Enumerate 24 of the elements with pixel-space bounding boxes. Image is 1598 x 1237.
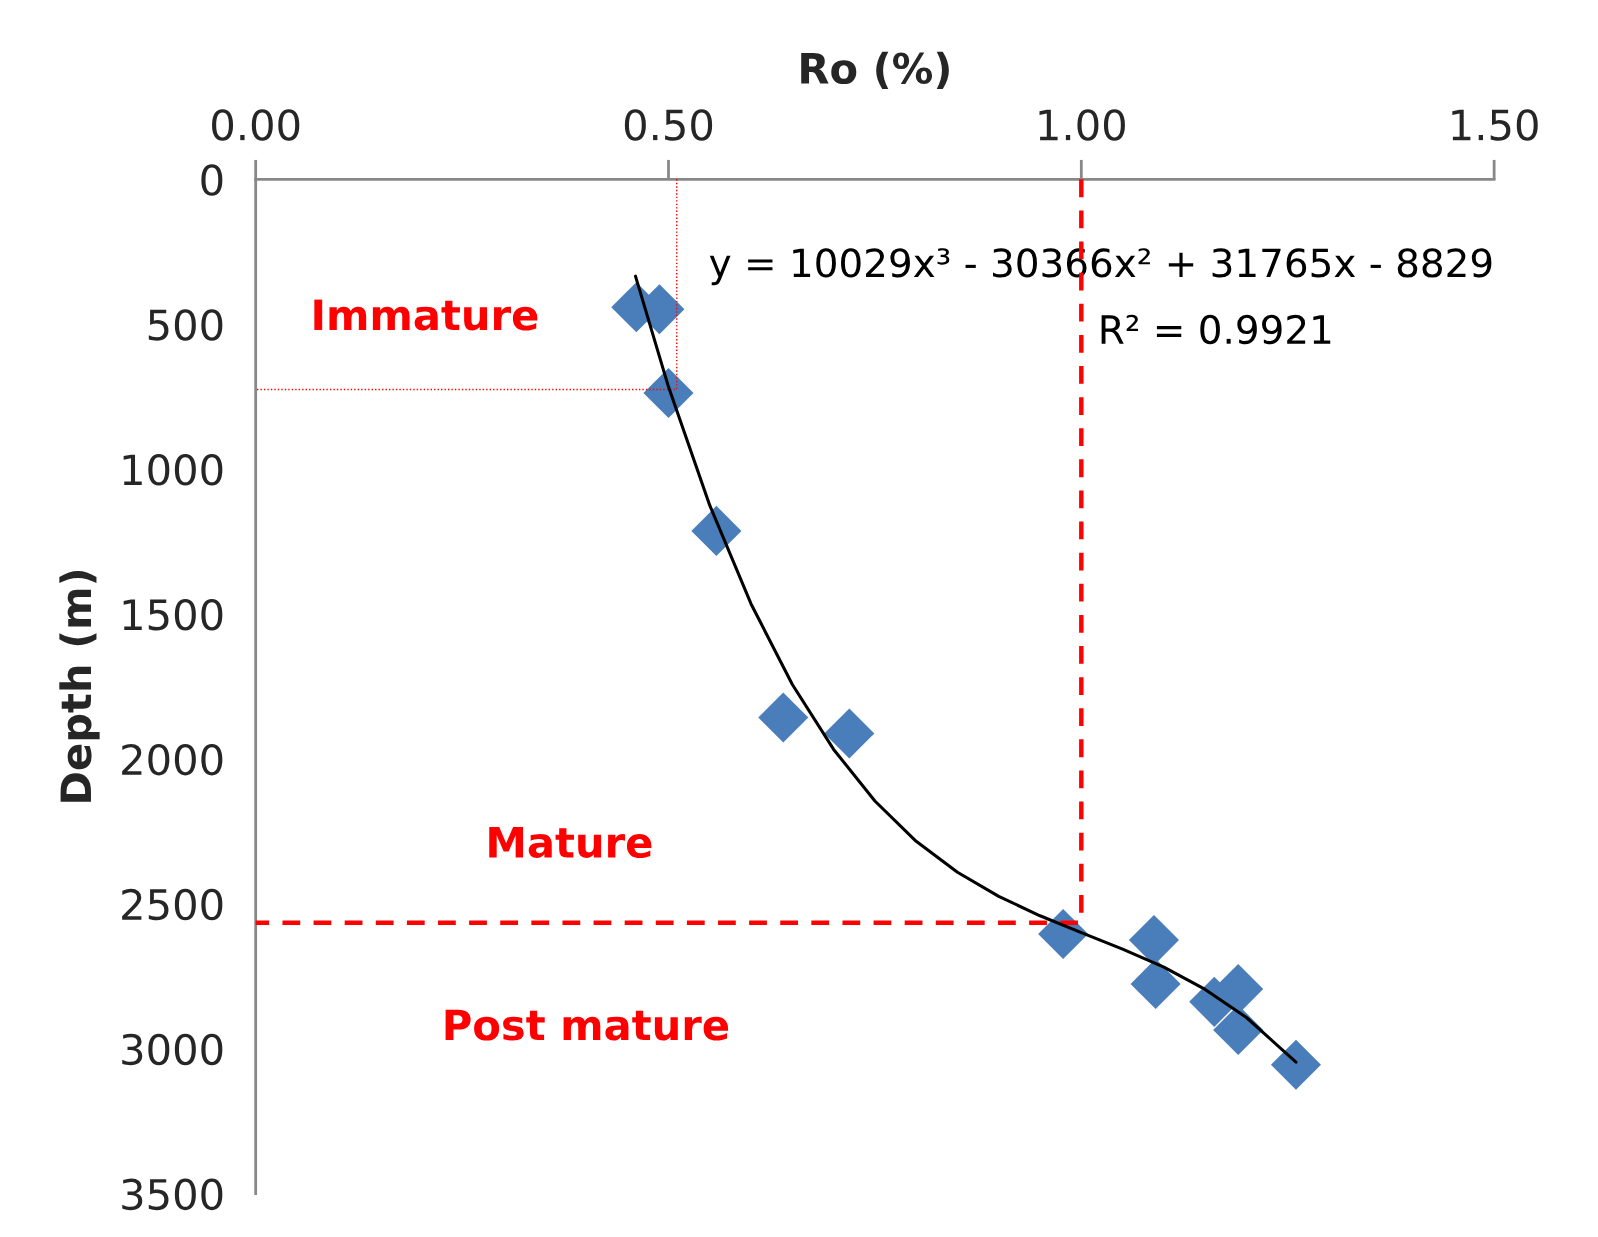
y-axis-title: Depth (m) xyxy=(59,570,100,802)
annotation: y = 10029x³ - 30366x² + 31765x - 8829 xyxy=(709,248,1492,286)
y-tick-label: 3500 xyxy=(122,1178,223,1211)
y-tick-label: 2000 xyxy=(122,743,223,776)
x-tick-label: 1.50 xyxy=(1452,109,1538,141)
x-tick-label: 0.00 xyxy=(212,109,300,141)
x-tick-label: 1.00 xyxy=(1039,109,1125,141)
y-tick-label: 3000 xyxy=(122,1033,223,1066)
annotation: R² = 0.9921 xyxy=(1101,314,1331,345)
y-tick-label: 1000 xyxy=(123,454,223,486)
y-tick-label: 2500 xyxy=(122,888,223,921)
y-tick-label: 0 xyxy=(201,164,223,196)
point xyxy=(824,708,875,759)
annotation: Post mature xyxy=(445,1009,729,1041)
point xyxy=(758,692,809,743)
y-tick-label: 500 xyxy=(148,309,223,341)
point xyxy=(691,505,742,556)
y-tick-label: 1500 xyxy=(123,598,223,631)
point xyxy=(1270,1039,1322,1090)
x-tick-label: 0.50 xyxy=(624,109,713,141)
annotation: Mature xyxy=(489,827,652,859)
point xyxy=(1130,958,1181,1009)
x-axis-title: Ro (%) xyxy=(801,51,949,89)
annotation: Immature xyxy=(314,299,538,331)
